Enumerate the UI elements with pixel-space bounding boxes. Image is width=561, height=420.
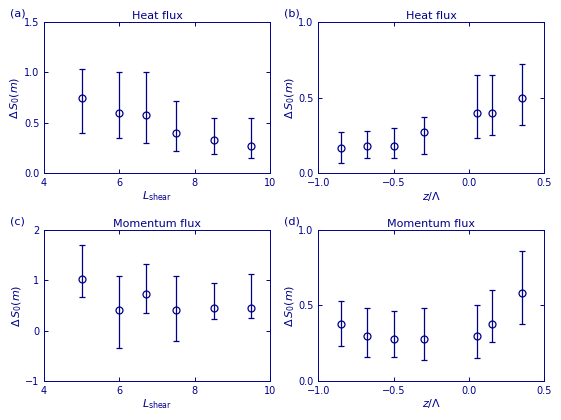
Y-axis label: $\Delta\,S_0(m)$: $\Delta\,S_0(m)$: [283, 284, 297, 326]
X-axis label: $L_\mathrm{shear}$: $L_\mathrm{shear}$: [142, 189, 172, 203]
Y-axis label: $\Delta\,S_0(m)$: $\Delta\,S_0(m)$: [10, 284, 24, 326]
Text: (a): (a): [10, 9, 26, 19]
Y-axis label: $\Delta\,S_0(m)$: $\Delta\,S_0(m)$: [283, 76, 297, 119]
Text: (b): (b): [284, 9, 300, 19]
Y-axis label: $\Delta\,S_0(m)$: $\Delta\,S_0(m)$: [9, 76, 22, 119]
Title: Momentum flux: Momentum flux: [387, 219, 475, 229]
Text: (c): (c): [10, 217, 25, 226]
Text: (d): (d): [284, 217, 300, 226]
Title: Momentum flux: Momentum flux: [113, 219, 201, 229]
Title: Heat flux: Heat flux: [406, 11, 457, 21]
Title: Heat flux: Heat flux: [132, 11, 183, 21]
X-axis label: $L_\mathrm{shear}$: $L_\mathrm{shear}$: [142, 397, 172, 411]
X-axis label: $z/\Lambda$: $z/\Lambda$: [422, 397, 441, 410]
X-axis label: $z/\Lambda$: $z/\Lambda$: [422, 189, 441, 202]
